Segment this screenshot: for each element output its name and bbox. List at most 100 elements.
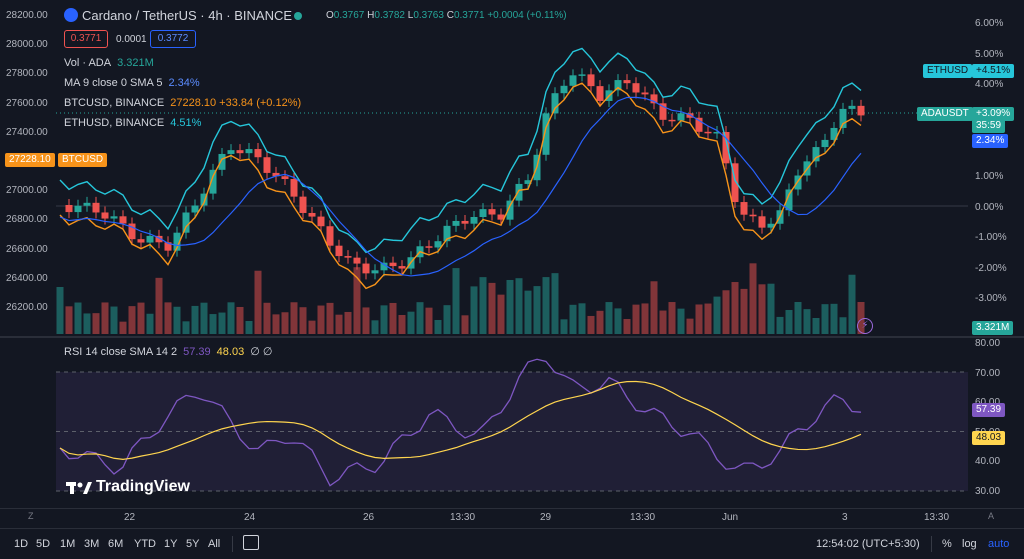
right-axis-label: -3.00%: [975, 293, 1007, 305]
eth-symbol-pill: ETHUSD: [923, 64, 973, 78]
range-button-ytd[interactable]: YTD: [134, 538, 156, 550]
legend-eth[interactable]: ETHUSD, BINANCE 4.51%: [64, 117, 202, 129]
rsi-axis-label: 40.00: [975, 456, 1001, 467]
volume-bar: [344, 311, 352, 334]
rsi-sma-line: [59, 380, 862, 460]
pane-separator[interactable]: [0, 336, 1024, 338]
range-button-3m[interactable]: 3M: [84, 538, 100, 550]
left-axis-label: 27800.00: [6, 68, 48, 80]
range-button-1m[interactable]: 1M: [60, 538, 76, 550]
candle-body: [839, 108, 847, 128]
tradingview-logo[interactable]: TradingView: [66, 478, 190, 496]
clock-readout[interactable]: 12:54:02 (UTC+5:30): [816, 538, 920, 550]
sell-button[interactable]: 0.3771: [64, 30, 108, 48]
candle-body: [92, 202, 100, 213]
candle-body: [632, 83, 640, 93]
candle-body: [65, 205, 73, 213]
log-toggle[interactable]: log: [962, 538, 977, 550]
legend-rsi[interactable]: RSI 14 close SMA 14 2 57.39 48.03 ∅ ∅: [64, 345, 273, 359]
time-axis-label: Jun: [722, 512, 739, 523]
volume-bar: [479, 277, 487, 334]
volume-bar: [713, 296, 721, 334]
ma-value-pill: 2.34%: [972, 134, 1009, 148]
rsi-axis-label: 80.00: [975, 338, 1001, 349]
range-button-5d[interactable]: 5D: [36, 538, 51, 550]
candle-body: [119, 216, 127, 224]
auto-scale-icon[interactable]: A: [988, 511, 995, 521]
rsi-chart[interactable]: [0, 338, 1024, 508]
candle-body: [479, 209, 487, 217]
ada-value-pill: +3.09%: [972, 107, 1015, 121]
candle-body: [317, 216, 325, 227]
candle-body: [344, 256, 352, 258]
time-axis-label: 26: [363, 512, 375, 523]
candle-body: [155, 235, 163, 243]
range-button-1y[interactable]: 1Y: [164, 538, 178, 550]
right-axis-label: 4.00%: [975, 79, 1004, 91]
time-axis-label: 13:30: [924, 512, 950, 523]
range-button-6m[interactable]: 6M: [108, 538, 124, 550]
candle-body: [542, 113, 550, 155]
right-axis-label: -2.00%: [975, 262, 1007, 274]
candle-body: [497, 214, 505, 220]
range-button-5y[interactable]: 5Y: [186, 538, 200, 550]
tradingview-logo-icon: [66, 482, 92, 494]
volume-bar: [317, 305, 325, 334]
left-axis-label: 26800.00: [6, 214, 48, 226]
volume-value-pill: 3.321M: [972, 321, 1014, 335]
volume-bar: [830, 303, 838, 334]
alert-icon[interactable]: ⚡: [857, 318, 873, 334]
candle-body: [749, 214, 757, 217]
volume-bar: [164, 302, 172, 334]
rsi-line: [59, 358, 862, 487]
candle-body: [146, 235, 154, 243]
rsi-axis-label: 60.00: [975, 397, 1000, 408]
symbol-title[interactable]: Cardano / TetherUS · 4h · BINANCE: [82, 8, 293, 23]
legend-ma[interactable]: MA 9 close 0 SMA 5 2.34%: [64, 77, 200, 89]
range-button-1d[interactable]: 1D: [14, 538, 29, 550]
volume-bar: [290, 302, 298, 334]
volume-bar: [263, 302, 271, 334]
volume-bar: [101, 302, 109, 334]
candle-body: [713, 132, 721, 134]
candle-body: [767, 223, 775, 228]
candle-body: [587, 74, 595, 87]
volume-bar: [245, 320, 253, 334]
main-chart[interactable]: [0, 0, 1024, 336]
volume-bar: [470, 286, 478, 334]
volume-bar: [299, 307, 307, 334]
date-range-icon[interactable]: [243, 535, 259, 550]
legend-volume[interactable]: Vol · ADA 3.321M: [64, 57, 154, 69]
candle-body: [308, 212, 316, 217]
candle-body: [272, 172, 280, 177]
symbol-icon[interactable]: [64, 8, 78, 22]
volume-bars: [56, 263, 865, 334]
candle-body: [794, 175, 802, 190]
candle-body: [254, 149, 262, 158]
candle-body: [281, 176, 289, 180]
buy-button[interactable]: 0.3772: [150, 30, 196, 48]
ma-line: [59, 96, 862, 277]
volume-bar: [434, 319, 442, 334]
candle-body: [695, 117, 703, 132]
volume-bar: [578, 303, 586, 334]
time-axis-label: 13:30: [450, 512, 476, 523]
volume-bar: [740, 288, 748, 334]
volume-bar: [155, 277, 163, 334]
range-button-all[interactable]: All: [208, 538, 221, 550]
volume-bar: [524, 290, 532, 334]
candle-body: [380, 262, 388, 271]
candle-body: [182, 212, 190, 233]
ohlc-readout: O0.3767 H0.3782 L0.3763 C0.3771 +0.0004 …: [326, 10, 567, 21]
candle-body: [74, 205, 82, 213]
percent-toggle[interactable]: %: [942, 538, 952, 550]
candle-body: [200, 193, 208, 206]
zoom-out-icon[interactable]: Z: [28, 511, 34, 521]
time-axis[interactable]: [0, 508, 1024, 528]
market-status-icon: [294, 12, 302, 20]
candle-body: [362, 263, 370, 274]
volume-bar: [695, 304, 703, 334]
auto-toggle[interactable]: auto: [988, 538, 1010, 550]
volume-bar: [677, 308, 685, 334]
legend-btc[interactable]: BTCUSD, BINANCE 27228.10 +33.84 (+0.12%): [64, 97, 302, 109]
